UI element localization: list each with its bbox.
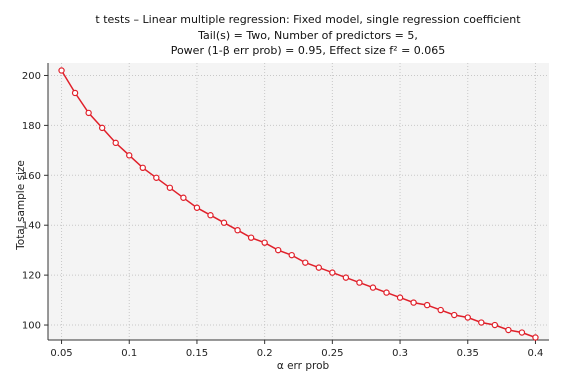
- grid-lines: [48, 63, 549, 340]
- data-series: [58, 67, 539, 341]
- x-tick-label: 0.15: [186, 348, 208, 359]
- data-point: [356, 279, 363, 286]
- data-point: [98, 124, 106, 132]
- axes: [44, 63, 549, 344]
- data-point: [423, 301, 431, 309]
- data-point: [207, 212, 214, 219]
- data-point: [58, 67, 65, 74]
- data-point: [505, 326, 512, 334]
- data-point: [71, 89, 79, 97]
- chart-title-line-2: Tail(s) = Two, Number of predictors = 5,: [197, 29, 418, 42]
- y-tick-label: 140: [22, 221, 41, 232]
- data-point: [153, 174, 160, 181]
- x-tick-label: 0.1: [121, 348, 137, 359]
- data-point: [302, 259, 309, 266]
- x-tick-label: 0.25: [321, 348, 343, 359]
- data-point: [383, 289, 390, 296]
- data-point: [410, 299, 417, 306]
- y-tick-label: 100: [22, 321, 41, 332]
- data-point: [193, 204, 201, 211]
- x-tick-label: 0.35: [457, 348, 479, 359]
- y-tick-label: 120: [22, 271, 41, 282]
- data-point: [491, 321, 499, 329]
- x-axis-label: α err prob: [277, 360, 330, 372]
- data-point: [126, 152, 133, 159]
- data-point: [85, 109, 92, 117]
- data-point: [342, 274, 350, 281]
- data-point: [315, 264, 323, 271]
- y-axis-label: Total sample size: [15, 160, 27, 251]
- data-point: [166, 184, 174, 191]
- data-point: [396, 294, 404, 301]
- data-point: [451, 311, 458, 319]
- data-point: [478, 319, 485, 326]
- y-tick-labels: 100 120 140 160 180 200: [22, 71, 41, 332]
- chart-title-line-1: t tests – Linear multiple regression: Fi…: [95, 13, 521, 26]
- data-point: [247, 234, 255, 241]
- plot-area: [48, 63, 549, 340]
- y-tick-label: 180: [22, 121, 41, 132]
- data-point: [220, 219, 228, 226]
- data-point: [288, 251, 295, 259]
- y-tick-label: 200: [22, 71, 41, 82]
- y-tick-label: 160: [22, 171, 41, 182]
- data-point: [464, 314, 471, 321]
- x-tick-label: 0.2: [257, 348, 273, 359]
- data-point: [180, 194, 187, 201]
- data-point: [112, 139, 119, 147]
- data-point: [329, 269, 336, 276]
- data-point: [274, 246, 282, 254]
- x-tick-label: 0.05: [50, 348, 72, 359]
- data-point: [369, 284, 377, 291]
- chart-title: t tests – Linear multiple regression: Fi…: [95, 13, 521, 57]
- data-point: [532, 334, 539, 341]
- chart-title-line-3: Power (1-β err prob) = 0.95, Effect size…: [171, 44, 446, 57]
- data-point: [261, 239, 268, 246]
- data-point: [518, 329, 526, 336]
- x-tick-label: 0.3: [392, 348, 408, 359]
- data-point: [139, 164, 146, 172]
- data-point: [234, 226, 241, 234]
- x-tick-label: 0.4: [528, 348, 544, 359]
- x-tick-labels: 0.05 0.1 0.15 0.2 0.25 0.3 0.35 0.4: [50, 348, 543, 359]
- data-point: [437, 306, 444, 314]
